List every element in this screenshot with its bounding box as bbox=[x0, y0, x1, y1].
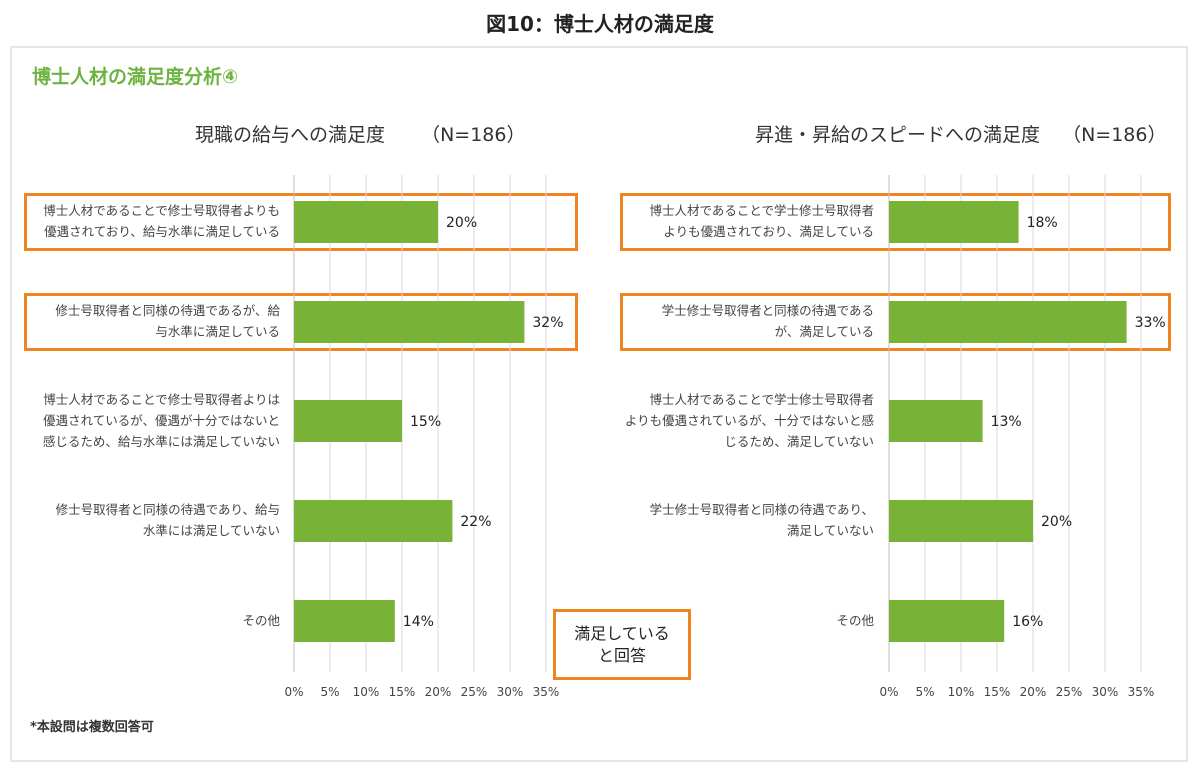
category-label-line: 博士人材であることで学士修士号取得者 bbox=[649, 391, 874, 407]
x-tick-label: 30% bbox=[1092, 685, 1119, 699]
category-label-line: が、満足している bbox=[774, 324, 874, 339]
category-label-line: 修士号取得者と同様の待遇であり、給与 bbox=[55, 502, 280, 517]
category-label-line: 満足していない bbox=[786, 523, 874, 538]
bar-value-label: 33% bbox=[1135, 315, 1166, 331]
category-label: 博士人材であることで学士修士号取得者よりも優遇されており、満足している bbox=[620, 200, 874, 242]
x-tick-label: 20% bbox=[1020, 685, 1047, 699]
category-label-line: 感じるため、給与水準には満足していない bbox=[42, 433, 280, 449]
x-tick-label: 10% bbox=[353, 685, 380, 699]
category-label-line: じるため、満足していない bbox=[724, 433, 874, 449]
bar-value-label: 14% bbox=[403, 614, 434, 630]
x-tick-label: 0% bbox=[879, 685, 898, 699]
highlight-box bbox=[620, 293, 1171, 351]
category-label-line: 与水準に満足している bbox=[155, 324, 280, 339]
x-tick-label: 35% bbox=[533, 685, 560, 699]
x-tick-label: 10% bbox=[948, 685, 975, 699]
x-tick-label: 20% bbox=[425, 685, 452, 699]
bar bbox=[294, 201, 438, 243]
panel-subtitle: 博士人材の満足度分析④ bbox=[32, 66, 239, 88]
chart-n-label: （N=186） bbox=[1062, 124, 1167, 146]
highlight-box bbox=[620, 193, 1171, 251]
category-label: 学士修士号取得者と同様の待遇であり、満足していない bbox=[620, 499, 874, 541]
x-tick-label: 15% bbox=[984, 685, 1011, 699]
category-label-line: よりも優遇されており、満足している bbox=[663, 224, 874, 239]
category-label-line: その他 bbox=[836, 612, 874, 628]
bar-value-label: 20% bbox=[446, 215, 477, 231]
highlight-box bbox=[24, 293, 578, 351]
bar bbox=[294, 600, 395, 642]
category-label: 修士号取得者と同様の待遇であり、給与水準には満足していない bbox=[24, 499, 280, 541]
chart-n-label: （N=186） bbox=[421, 124, 526, 146]
bar-value-label: 32% bbox=[532, 315, 563, 331]
category-label-line: 博士人材であることで学士修士号取得者 bbox=[649, 203, 874, 218]
bar-value-label: 16% bbox=[1012, 614, 1043, 630]
bar-value-label: 18% bbox=[1027, 215, 1058, 231]
category-label: その他 bbox=[24, 610, 280, 631]
category-label-line: 博士人材であることで修士号取得者よりも bbox=[43, 203, 280, 218]
highlight-box bbox=[24, 193, 578, 251]
chart-title-text: 昇進・昇給のスピードへの満足度 bbox=[755, 124, 1041, 146]
bar bbox=[889, 400, 983, 442]
category-label: 学士修士号取得者と同様の待遇であるが、満足している bbox=[620, 300, 874, 342]
x-tick-label: 15% bbox=[389, 685, 416, 699]
bar bbox=[294, 400, 402, 442]
bar-value-label: 22% bbox=[460, 514, 491, 530]
bar bbox=[294, 500, 453, 542]
x-tick-label: 5% bbox=[915, 685, 934, 699]
bar-value-label: 15% bbox=[410, 414, 441, 430]
category-label: 博士人材であることで学士修士号取得者よりも優遇されているが、十分ではないと感じる… bbox=[620, 389, 874, 452]
category-label-line: 優遇されており、給与水準に満足している bbox=[44, 224, 280, 239]
x-tick-label: 25% bbox=[461, 685, 488, 699]
bar-value-label: 13% bbox=[991, 414, 1022, 430]
chart-title-text: 現職の給与への満足度 bbox=[195, 124, 386, 146]
bar bbox=[889, 301, 1127, 343]
bar-value-label: 20% bbox=[1041, 514, 1072, 530]
category-label-line: 優遇されているが、優遇が十分ではないと bbox=[43, 412, 280, 428]
x-tick-label: 0% bbox=[284, 685, 303, 699]
category-label-line: 学士修士号取得者と同様の待遇である bbox=[661, 303, 874, 318]
bar bbox=[889, 201, 1019, 243]
legend-note: 満足していると回答 bbox=[553, 609, 691, 680]
category-label: 修士号取得者と同様の待遇であるが、給与水準に満足している bbox=[24, 300, 280, 342]
category-label-line: 学士修士号取得者と同様の待遇であり、 bbox=[649, 502, 874, 517]
category-label-line: 修士号取得者と同様の待遇であるが、給 bbox=[55, 303, 280, 318]
chart-title-promotion: 昇進・昇給のスピードへの満足度 （N=186） bbox=[755, 120, 1166, 147]
category-label-line: 博士人材であることで修士号取得者よりは bbox=[43, 391, 280, 407]
category-label: 博士人材であることで修士号取得者よりも 優遇されており、給与水準に満足している bbox=[24, 200, 280, 242]
bar bbox=[889, 500, 1033, 542]
x-tick-label: 30% bbox=[497, 685, 524, 699]
category-label-line: 水準には満足していない bbox=[142, 523, 280, 538]
x-tick-label: 25% bbox=[1056, 685, 1083, 699]
bar bbox=[294, 301, 525, 343]
bar bbox=[889, 600, 1005, 642]
chart-title-salary: 現職の給与への満足度 （N=186） bbox=[195, 120, 525, 147]
footnote: *本設問は複数回答可 bbox=[30, 720, 154, 735]
x-tick-label: 5% bbox=[320, 685, 339, 699]
x-tick-label: 35% bbox=[1128, 685, 1155, 699]
category-label: 博士人材であることで修士号取得者よりは 優遇されているが、優遇が十分ではないと 感じ… bbox=[24, 389, 280, 452]
figure-title: 図10：博士人材の満足度 bbox=[486, 12, 714, 36]
category-label-line: その他 bbox=[242, 612, 280, 628]
category-label: その他 bbox=[620, 610, 874, 631]
category-label-line: よりも優遇されているが、十分ではないと感 bbox=[624, 412, 874, 428]
